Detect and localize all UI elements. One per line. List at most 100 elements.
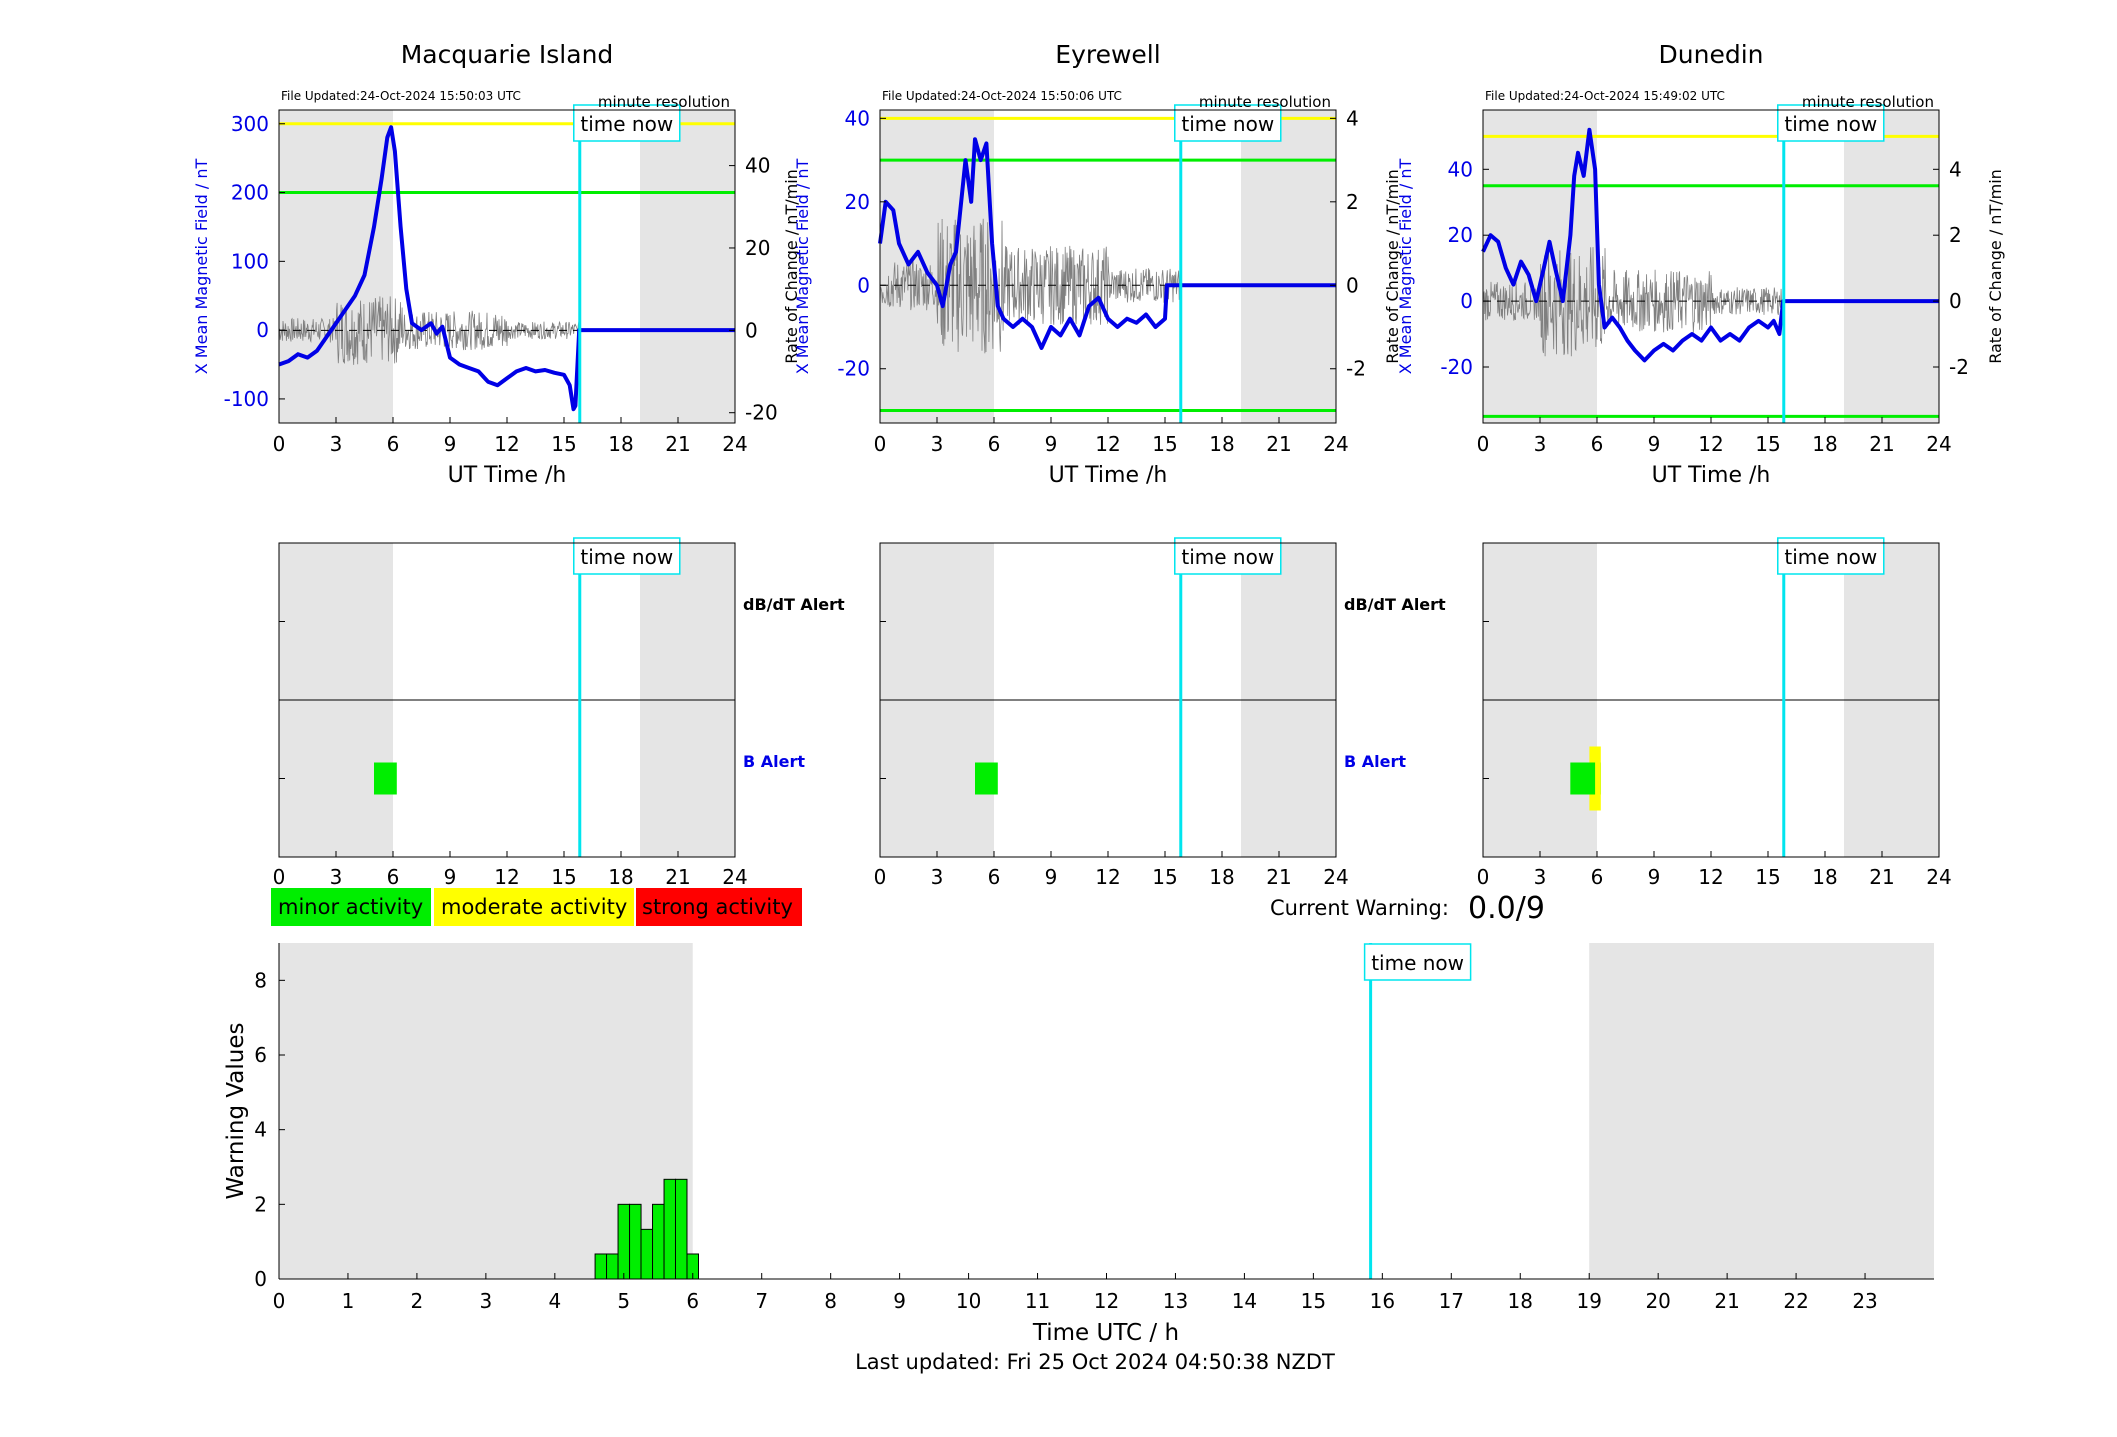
x-tick-label: 0: [874, 865, 887, 889]
left-tick-label: -20: [837, 357, 870, 381]
left-tick-label: -100: [224, 387, 269, 411]
night-shade: [1589, 943, 1934, 1279]
x-tick-label: 24: [1323, 432, 1348, 456]
right-axis-label: Rate of Change / nT/min: [1986, 169, 2005, 364]
x-tick-label: 0: [273, 865, 286, 889]
x-tick-label: 12: [1698, 432, 1723, 456]
x-tick-label: 0: [874, 432, 887, 456]
x-tick-label: 18: [1508, 1289, 1533, 1313]
x-tick-label: 3: [480, 1289, 493, 1313]
dbdt-alert-label: dB/dT Alert: [1344, 595, 1446, 614]
right-axis-label: Rate of Change / nT/min: [1383, 169, 1402, 364]
x-axis-label: Time UTC / h: [1032, 1320, 1179, 1346]
station-alert-plot: time now 0 3 6 9 12 15 18 21 24 dB/dT Alert B Alert: [273, 537, 845, 889]
x-tick-label: 15: [1301, 1289, 1326, 1313]
x-tick-label: 21: [1266, 432, 1291, 456]
x-tick-label: 23: [1852, 1289, 1877, 1313]
time-now-label: time now: [1371, 951, 1464, 975]
x-tick-label: 10: [956, 1289, 981, 1313]
x-tick-label: 9: [1648, 865, 1661, 889]
warning-bar: [652, 1203, 665, 1280]
x-tick-label: 18: [608, 432, 633, 456]
x-tick-label: 8: [824, 1289, 837, 1313]
legend-minor-swatch: [271, 888, 431, 926]
legend-moderate-swatch: [434, 888, 634, 926]
right-tick-label: 0: [1949, 289, 1962, 313]
warning-bar: [594, 1253, 608, 1280]
x-axis-label: UT Time /h: [448, 463, 567, 488]
file-updated-text: File Updated:24-Oct-2024 15:50:03 UTC: [281, 89, 521, 103]
x-tick-label: 21: [1869, 865, 1894, 889]
b-alert-label: B Alert: [1344, 752, 1406, 771]
x-tick-label: 7: [755, 1289, 768, 1313]
left-tick-label: 20: [1448, 223, 1473, 247]
station-alert-plot: time now 0 3 6 9 12 15 18 21 24: [1477, 537, 1952, 889]
x-tick-label: 18: [608, 865, 633, 889]
x-mean-field-line: [878, 137, 1336, 350]
y-tick-label: 2: [254, 1192, 267, 1216]
x-tick-label: 0: [273, 432, 286, 456]
night-shade: [640, 110, 735, 423]
legend-minor-label: minor activity: [278, 895, 423, 919]
x-tick-label: 14: [1232, 1289, 1257, 1313]
x-tick-label: 21: [1714, 1289, 1739, 1313]
x-tick-label: 12: [1698, 865, 1723, 889]
x-tick-label: 21: [1869, 432, 1894, 456]
right-tick-label: -2: [1346, 357, 1366, 381]
left-axis-label: X Mean Magnetic Field / nT: [793, 159, 812, 375]
file-updated-text: File Updated:24-Oct-2024 15:49:02 UTC: [1485, 89, 1725, 103]
warning-bar: [674, 1178, 688, 1280]
x-tick-label: 9: [1045, 865, 1058, 889]
y-axis-label: Warning Values: [223, 1022, 249, 1199]
x-tick-label: 3: [1534, 865, 1547, 889]
x-axis-label: UT Time /h: [1652, 463, 1771, 488]
x-tick-label: 15: [1152, 865, 1177, 889]
time-now-box: [573, 537, 681, 575]
x-tick-label: 18: [1209, 432, 1234, 456]
left-tick-label: 100: [231, 249, 269, 273]
station-title: Dunedin: [1659, 40, 1764, 69]
x-mean-field-line: [278, 125, 735, 412]
x-tick-label: 24: [722, 432, 747, 456]
x-tick-label: 18: [1812, 432, 1837, 456]
legend-moderate-label: moderate activity: [441, 895, 627, 919]
x-tick-label: 18: [1209, 865, 1234, 889]
b-alert-mark-minor: [1570, 762, 1596, 795]
time-now-label: time now: [1784, 545, 1877, 569]
x-tick-label: 19: [1576, 1289, 1601, 1313]
x-tick-label: 24: [1323, 865, 1348, 889]
x-tick-label: 12: [1095, 865, 1120, 889]
file-updated-text: File Updated:24-Oct-2024 15:50:06 UTC: [882, 89, 1122, 103]
x-tick-label: 15: [1755, 432, 1780, 456]
x-tick-label: 9: [444, 865, 457, 889]
right-tick-label: 4: [1949, 157, 1962, 181]
x-tick-label: 24: [1926, 865, 1951, 889]
x-tick-label: 6: [1591, 865, 1604, 889]
right-tick-label: 0: [745, 318, 758, 342]
warning-bar: [663, 1178, 677, 1280]
x-tick-label: 4: [548, 1289, 561, 1313]
right-tick-label: 0: [1346, 273, 1359, 297]
current-warning: Current Warning: 0.0/9: [1270, 891, 1545, 926]
x-tick-label: 3: [931, 865, 944, 889]
x-tick-label: 6: [988, 432, 1001, 456]
activity-legend: minor activity moderate activity strong …: [271, 888, 802, 926]
x-tick-label: 6: [988, 865, 1001, 889]
x-tick-label: 0: [273, 1289, 286, 1313]
footer-last-updated: Last updated: Fri 25 Oct 2024 04:50:38 N…: [855, 1350, 1335, 1374]
x-tick-label: 9: [444, 432, 457, 456]
x-tick-label: 0: [1477, 865, 1490, 889]
x-tick-label: 6: [686, 1289, 699, 1313]
left-tick-label: 40: [1448, 157, 1473, 181]
x-tick-label: 21: [665, 865, 690, 889]
right-tick-label: 2: [1346, 190, 1359, 214]
time-now-box: [1777, 104, 1885, 142]
warning-bar: [617, 1203, 631, 1280]
current-warning-label: Current Warning:: [1270, 896, 1449, 920]
station-plot: Dunedin time now File Updated:24-Oct-2024 …: [1396, 40, 2005, 488]
magnetometer-plots: Macquarie Island time now File Updated:24-…: [192, 40, 2005, 488]
left-tick-label: 0: [1460, 289, 1473, 313]
dbdt-alert-label: dB/dT Alert: [743, 595, 845, 614]
station-plot: Eyrewell time now File Updated:24-Oct-2024…: [793, 40, 1402, 488]
resolution-text: minute resolution: [598, 93, 730, 111]
